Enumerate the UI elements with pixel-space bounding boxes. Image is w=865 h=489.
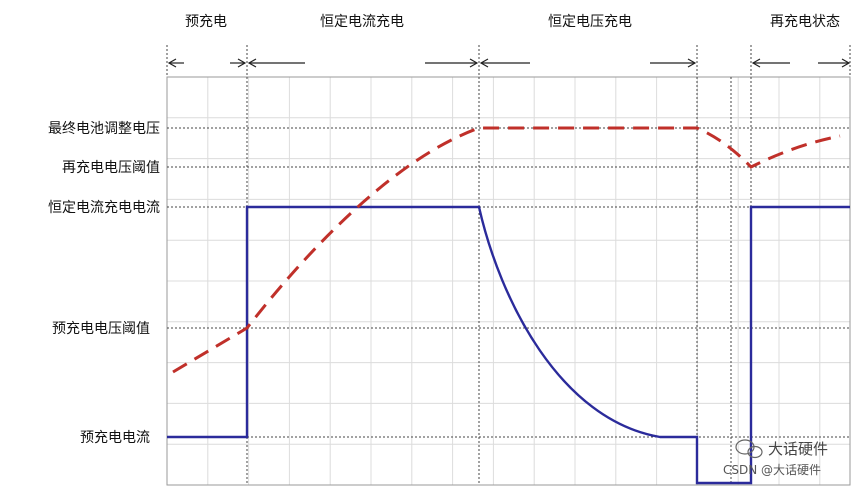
level-lines: [167, 127, 850, 438]
level-label-precharge-threshold: 预充电电压阈值: [52, 321, 150, 337]
watermark: 大话硬件 CSDN @大话硬件: [723, 439, 828, 477]
level-label-recharge-threshold: 再充电电压阈值: [62, 160, 160, 176]
phase-span-arrows: [167, 58, 851, 68]
phase-dividers: [246, 45, 752, 485]
phase-label-precharge: 预充电: [185, 14, 227, 30]
background-grid: [167, 77, 850, 485]
wechat-icon: [735, 439, 763, 459]
voltage-waveform: [172, 126, 841, 374]
level-label-cc-current: 恒定电流充电电流: [48, 200, 160, 216]
watermark-credit: CSDN @大话硬件: [723, 463, 821, 477]
level-label-final-voltage: 最终电池调整电压: [48, 121, 160, 137]
current-waveform: [167, 205, 850, 485]
level-label-precharge-current: 预充电电流: [80, 430, 150, 446]
top-edge-markers: [166, 45, 851, 77]
plot-frame: [166, 76, 851, 486]
phase-label-recharge-state: 再充电状态: [770, 14, 840, 30]
phase-label-constant-voltage: 恒定电压充电: [548, 14, 632, 30]
watermark-brand: 大话硬件: [768, 440, 828, 458]
phase-label-constant-current: 恒定电流充电: [320, 14, 404, 30]
